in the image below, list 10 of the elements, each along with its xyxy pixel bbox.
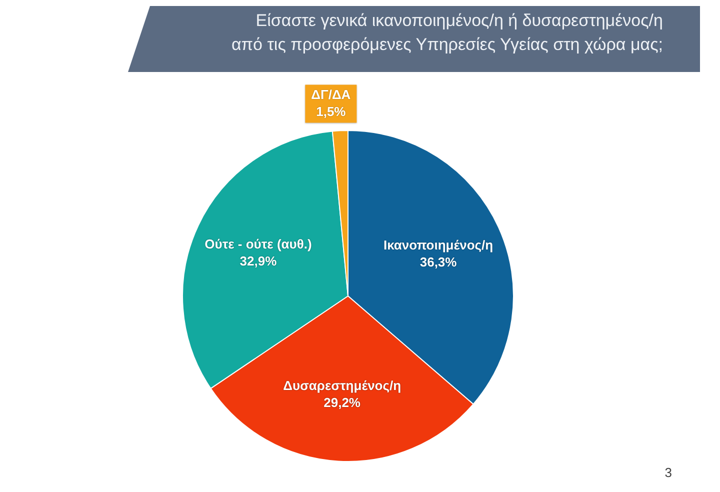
slice-label: ΔΓ/ΔΑ bbox=[311, 86, 352, 102]
data-label: 32,9% bbox=[240, 254, 278, 269]
data-label: 36,3% bbox=[420, 254, 458, 270]
text: 3 bbox=[664, 465, 672, 480]
slice-label: Ικανοποιημένος/η bbox=[383, 238, 494, 253]
data-label: 29,2% bbox=[324, 395, 361, 410]
slice-label: Δυσαρεστημένος/η bbox=[283, 378, 402, 394]
chart-title: Είσαστε γενικά ικανοποιημένος/η ή δυσαρεστημένος/η από τις προσφερόμενες Υπηρεσίες Υγείας στη χώρα μας; bbox=[230, 10, 663, 56]
data-label: 1,5% bbox=[316, 104, 346, 119]
slice-label: Ούτε - ούτε (αυθ.) bbox=[204, 236, 312, 252]
